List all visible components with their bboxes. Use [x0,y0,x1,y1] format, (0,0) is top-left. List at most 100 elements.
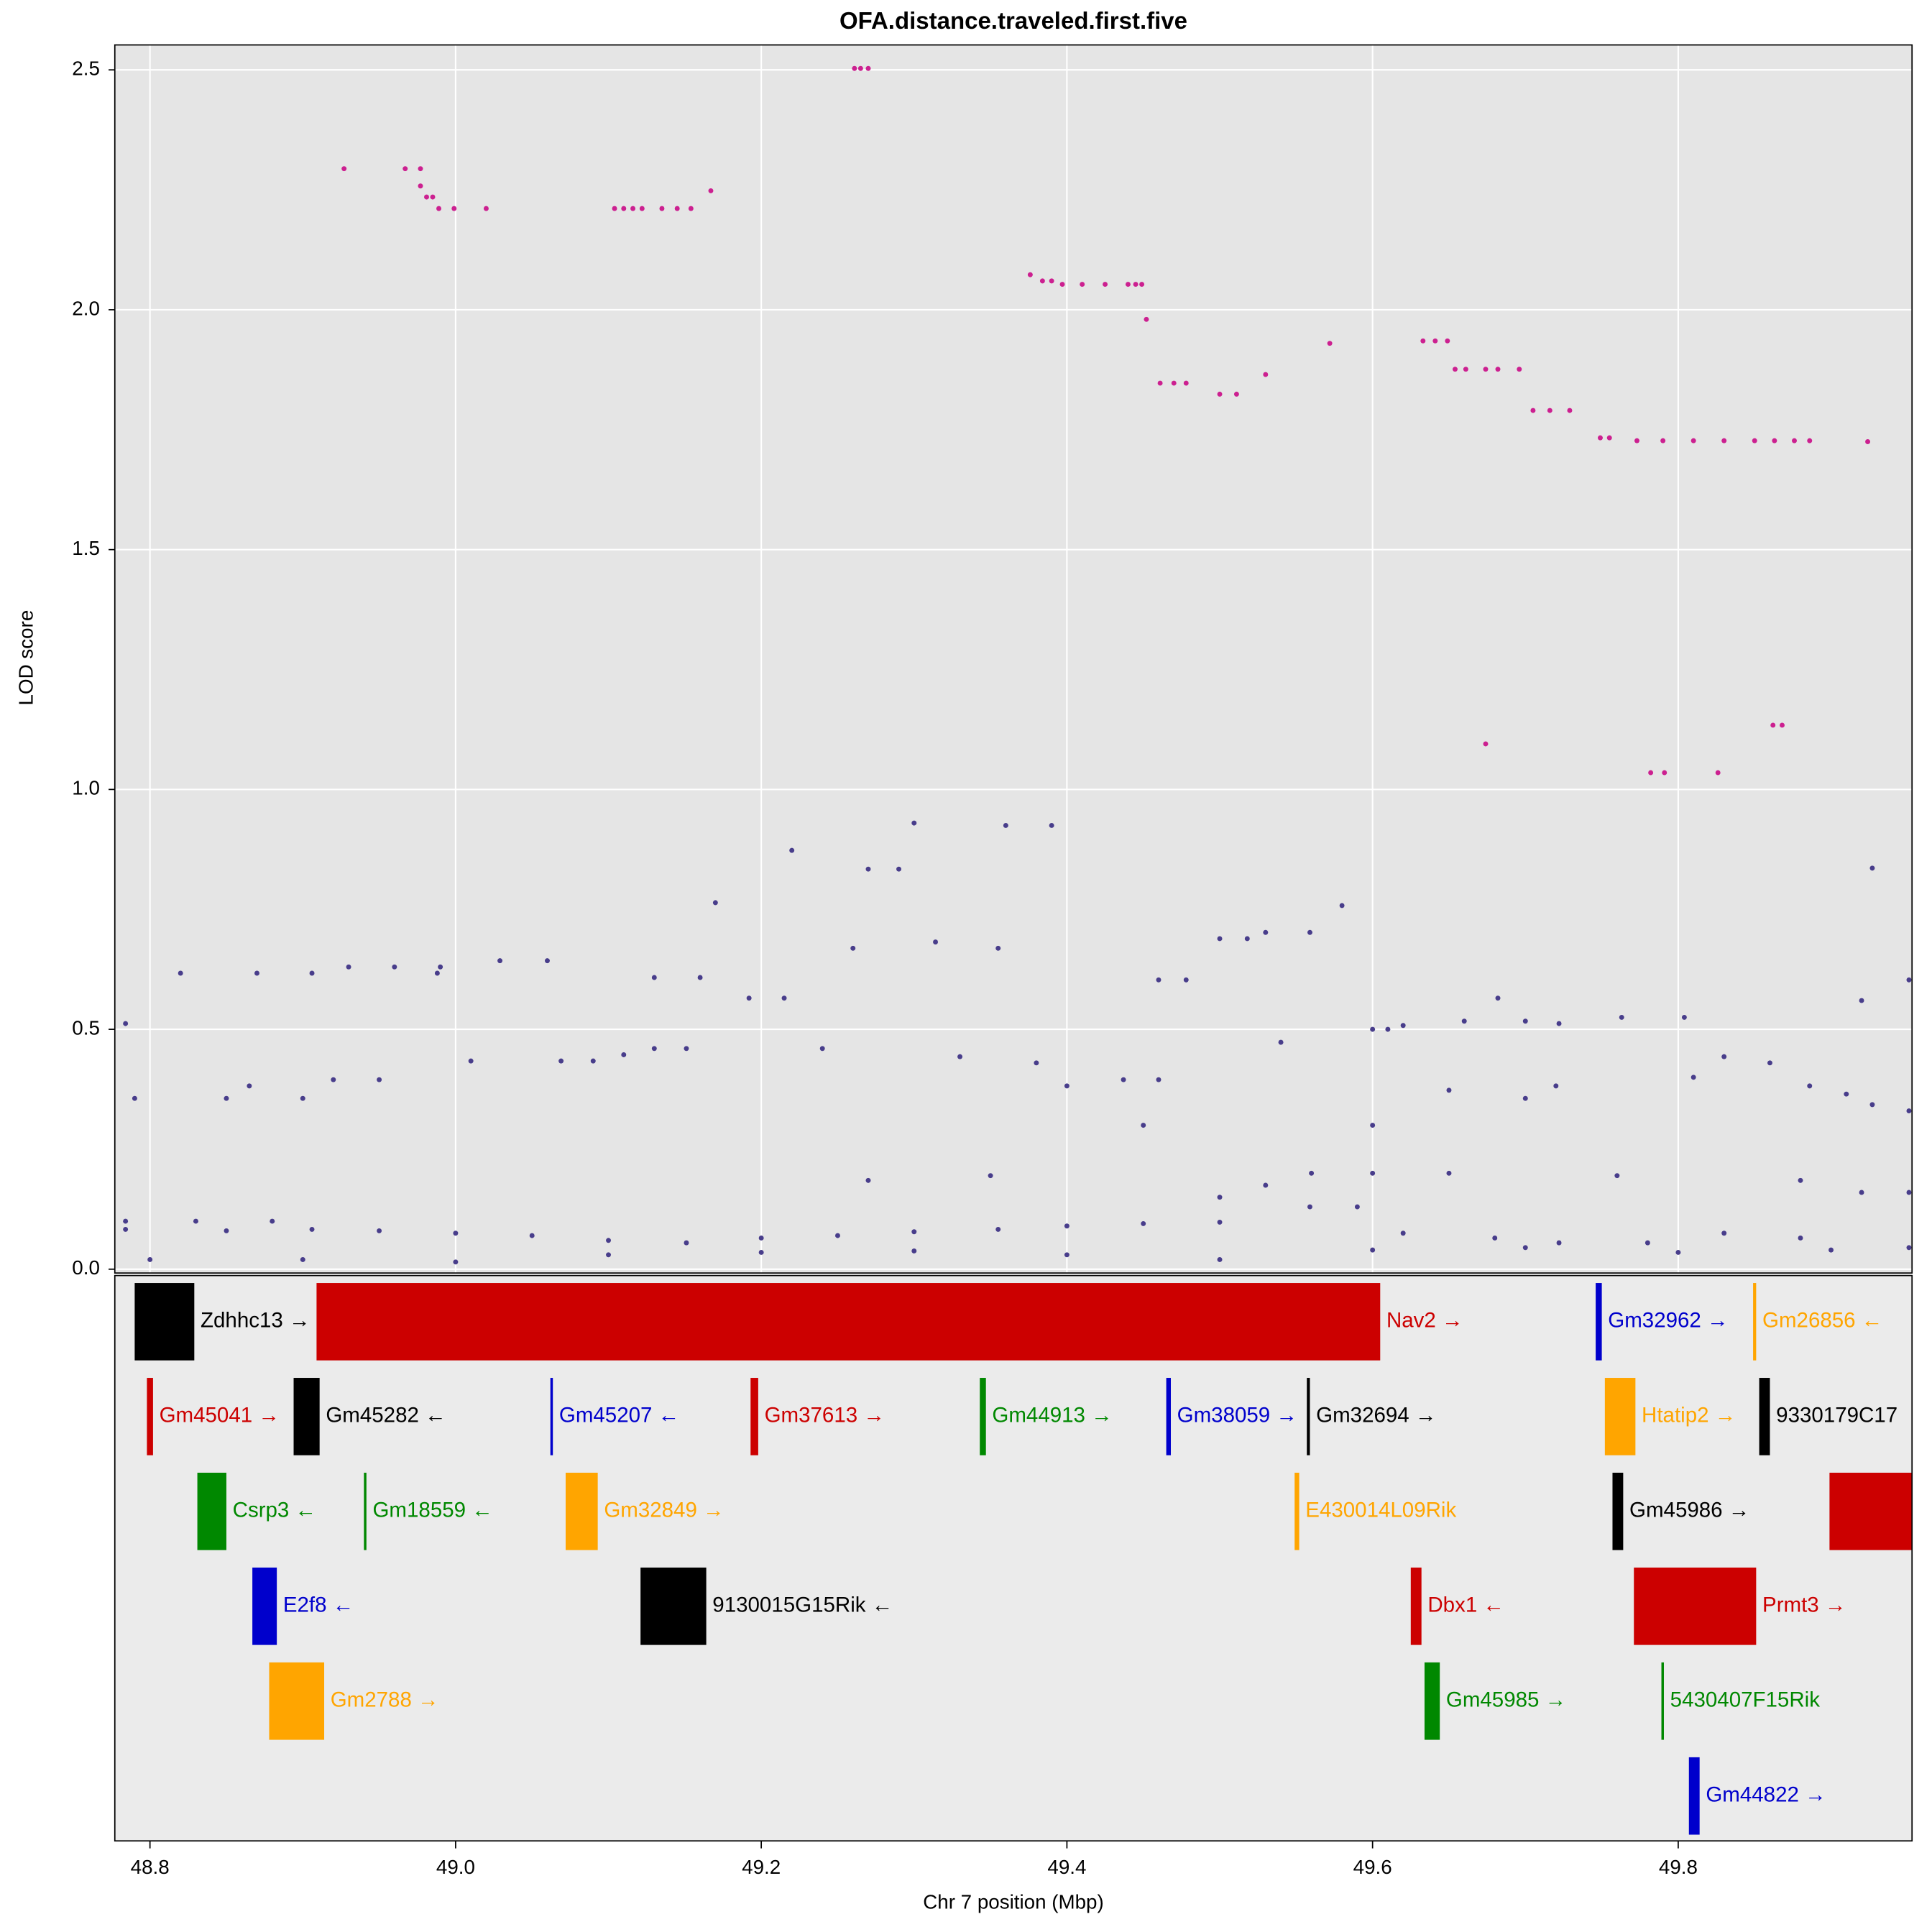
point [911,820,917,826]
point [865,866,871,872]
point [1420,338,1426,344]
gene [1759,1378,1770,1455]
gene [1634,1567,1757,1645]
point [1690,1075,1696,1080]
gene [197,1472,226,1550]
gene-label: Gm45041 → [160,1404,280,1427]
point [1463,367,1468,372]
x-tick-label: 49.2 [742,1856,781,1878]
point [1556,1240,1562,1246]
point [684,1240,689,1246]
point [1385,1026,1391,1032]
point [606,1238,612,1243]
point [852,65,857,71]
point [995,1226,1001,1232]
point [1567,408,1573,413]
point [545,958,550,964]
point [1483,741,1489,747]
point [1906,1245,1912,1251]
point [911,1248,917,1254]
x-tick-label: 49.0 [436,1856,475,1878]
point [430,194,436,200]
gene-label: 9330179C17 [1776,1404,1898,1427]
gene-label: Zdhhc13 → [201,1309,310,1333]
gene-label: Gm32849 → [604,1499,724,1522]
x-tick-label: 48.8 [131,1856,170,1878]
point [1370,1123,1376,1128]
point [1059,282,1065,288]
point [1156,1077,1162,1082]
point [1556,1021,1562,1026]
point [1309,1170,1315,1176]
point [1171,380,1177,386]
x-tick-label: 49.6 [1353,1856,1392,1878]
point [418,183,423,189]
point [1869,1102,1875,1108]
point [497,958,503,964]
point [1865,439,1871,444]
point [436,206,441,211]
point [438,964,443,970]
point [1798,1235,1803,1241]
point [1780,722,1785,728]
point [123,1021,129,1026]
point [1217,1257,1223,1262]
y-tick-label: 2.5 [72,58,100,80]
point [224,1228,229,1233]
point [1495,367,1501,372]
point [1157,380,1163,386]
point [468,1058,474,1064]
point [896,866,901,872]
point [612,206,617,211]
point [1715,770,1721,776]
point [1919,476,1924,481]
point [300,1095,305,1101]
point [1370,1026,1376,1032]
point [1547,408,1552,413]
point [651,1046,657,1052]
point [834,1233,840,1238]
point [1049,822,1054,828]
point [1307,929,1312,935]
point [1522,1018,1528,1024]
point [1522,1245,1528,1251]
point [270,1218,275,1224]
point [865,1177,871,1183]
gene [550,1378,553,1455]
y-axis-label: LOD score [15,610,37,706]
point [590,1058,596,1064]
gene [134,1283,195,1361]
point [850,945,856,951]
point [451,206,457,211]
point [1597,435,1603,441]
point [1327,341,1333,346]
point [453,1230,459,1236]
point [1183,977,1189,983]
point [1156,977,1162,983]
point [1721,1054,1727,1059]
gene-label: Gm26856 ← [1762,1309,1882,1333]
point [1064,1083,1070,1089]
point [1648,770,1654,776]
y-tick-label: 0.5 [72,1016,100,1039]
point [1217,391,1223,397]
point [1495,995,1501,1001]
point [1183,380,1189,386]
point [1144,316,1149,322]
gene [750,1378,758,1455]
point [224,1095,229,1101]
point [1125,282,1131,288]
point [1721,1230,1727,1236]
point [193,1218,198,1224]
point [1003,822,1008,828]
point [684,1046,689,1052]
gene [269,1662,325,1740]
gene [1294,1472,1300,1550]
chart-title: OFA.distance.traveled.first.five [840,7,1187,34]
point [1634,438,1639,443]
x-tick-label: 49.4 [1047,1856,1086,1878]
gene [1661,1662,1664,1740]
point [933,939,939,945]
point [1400,1230,1406,1236]
